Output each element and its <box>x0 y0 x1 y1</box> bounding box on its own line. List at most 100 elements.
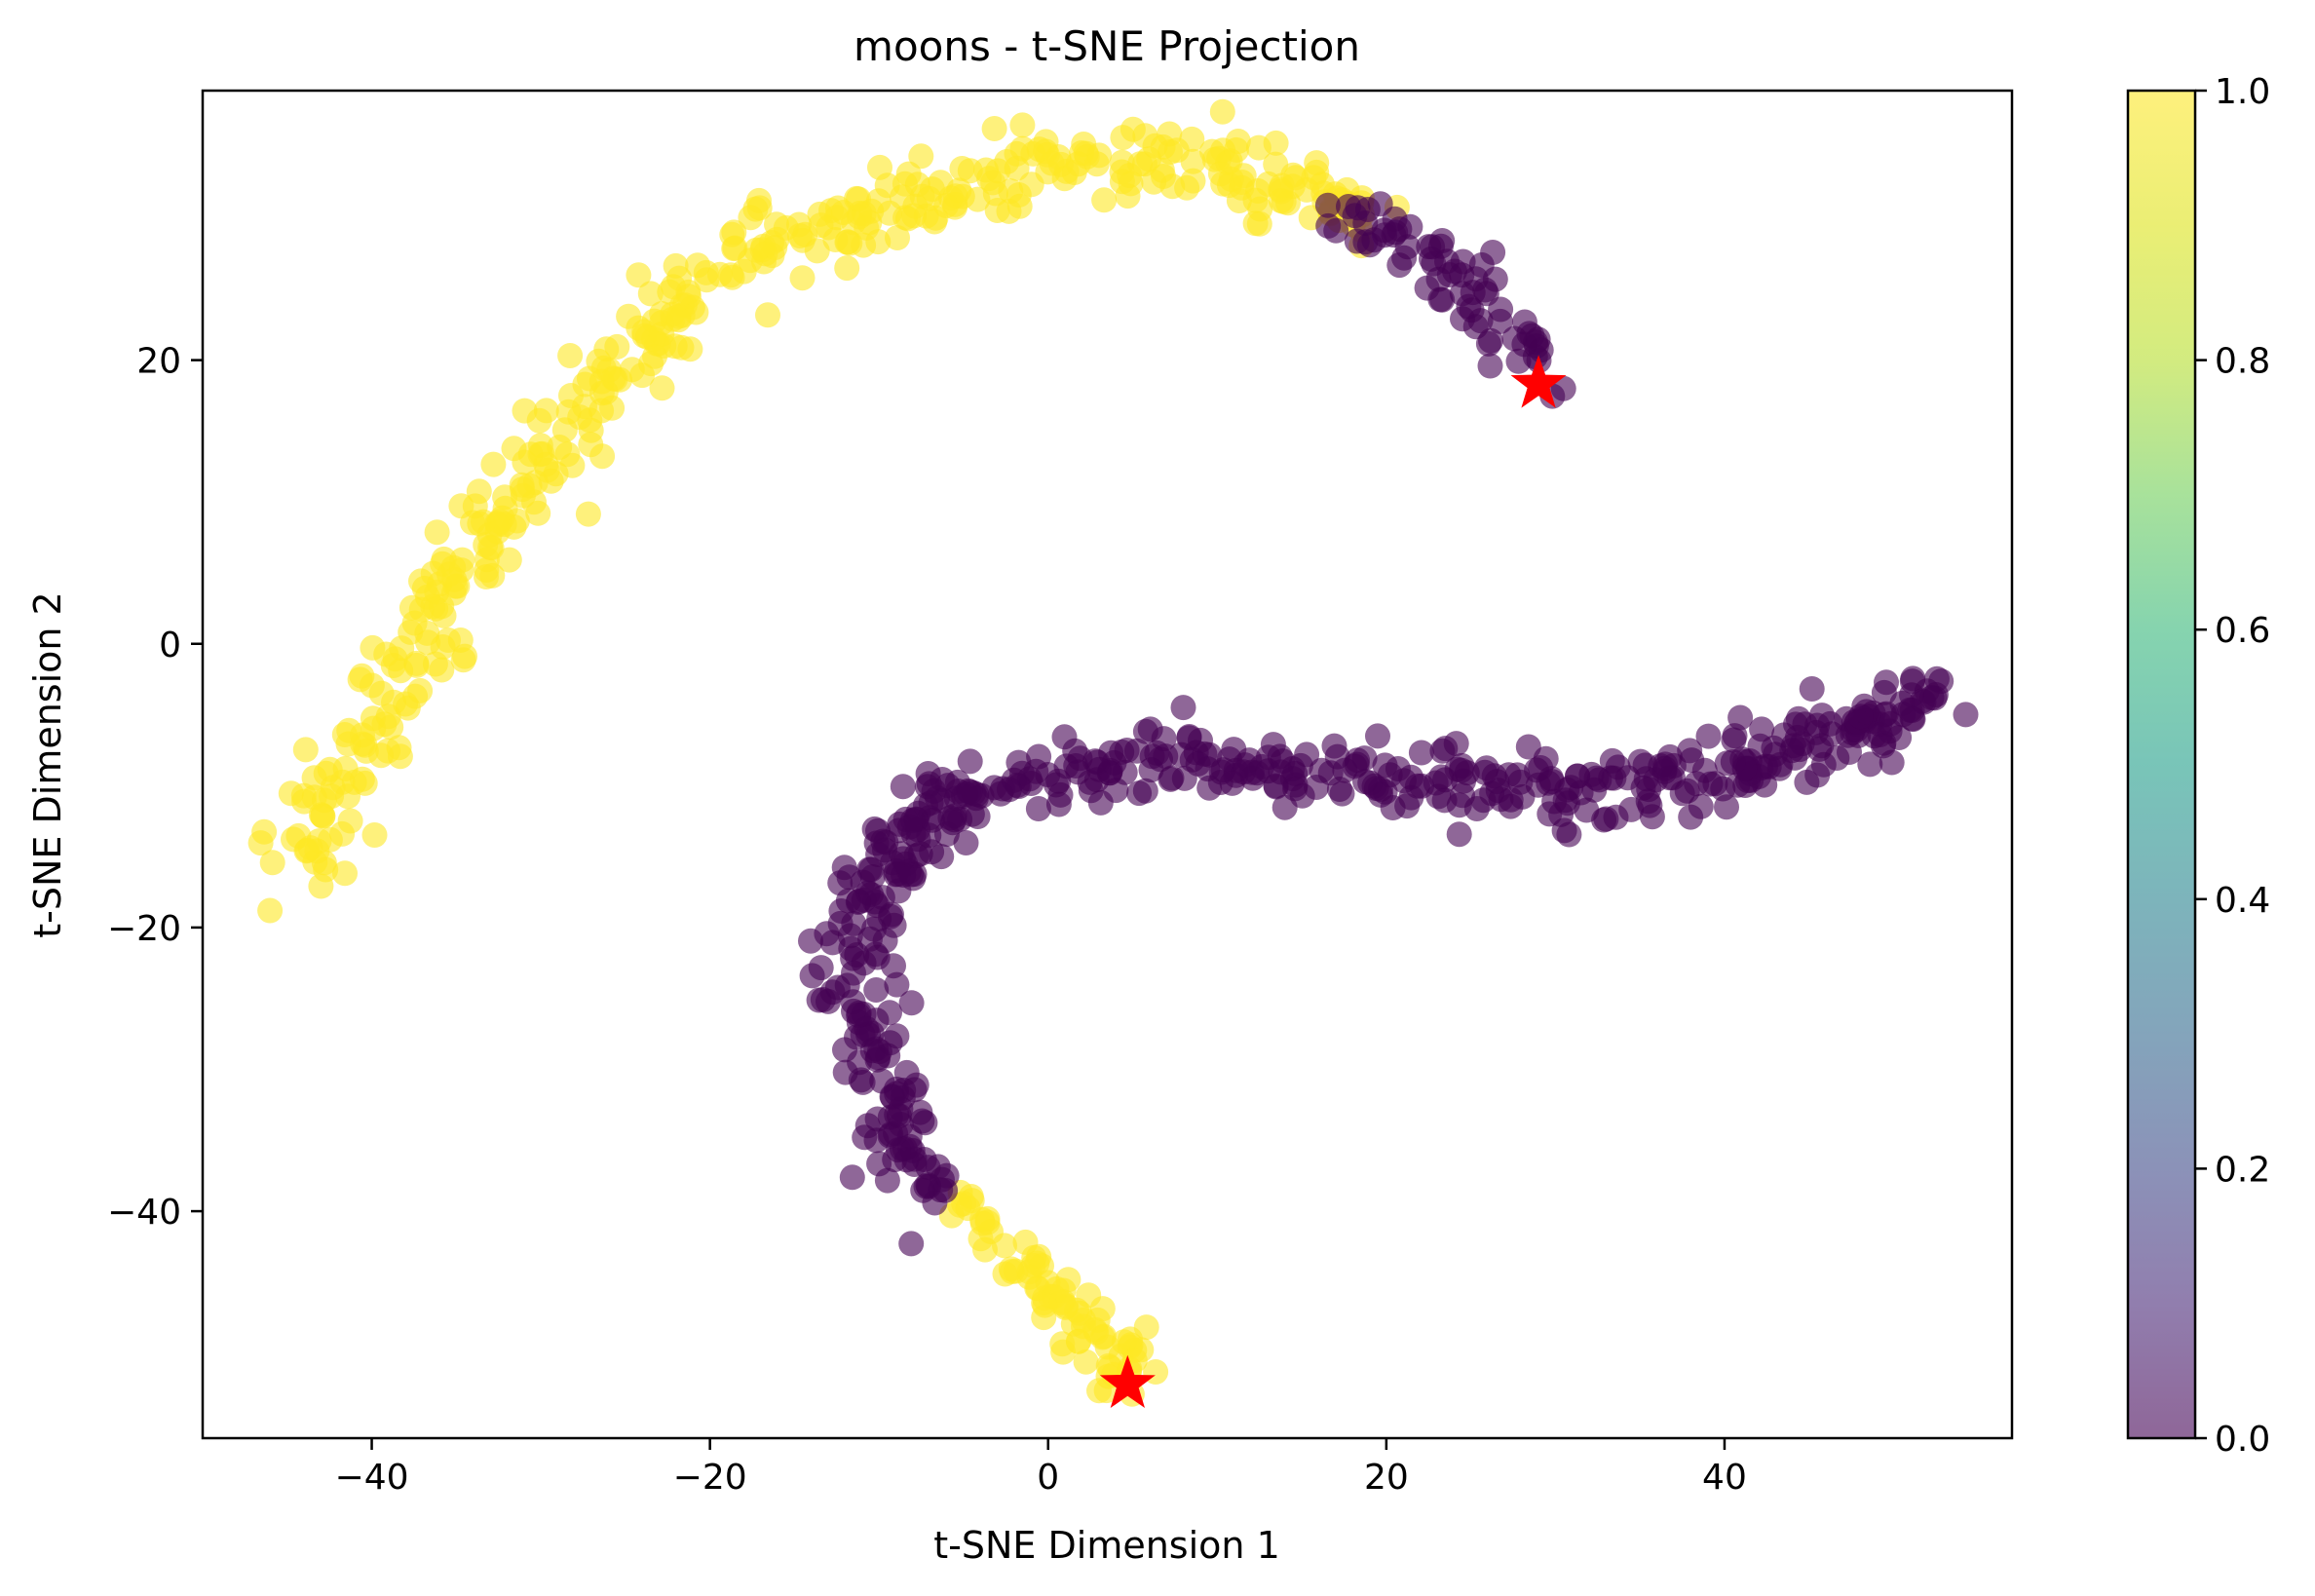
scatter-point <box>559 452 586 478</box>
scatter-point <box>746 187 772 213</box>
scatter-point <box>965 804 991 829</box>
scatter-point <box>663 252 689 279</box>
chart-title: moons - t-SNE Projection <box>854 22 1360 70</box>
star-marker <box>1099 1354 1156 1408</box>
scatter-point <box>1771 722 1798 748</box>
scatter-point <box>1142 133 1168 159</box>
scatter-point <box>512 449 538 475</box>
colorbar-tick-label: 0.2 <box>2215 1150 2270 1190</box>
scatter-point <box>937 805 964 831</box>
scatter-point <box>1067 1300 1093 1326</box>
scatter-point <box>1720 749 1746 775</box>
scatter-point <box>992 1261 1018 1287</box>
scatter-point <box>804 238 830 264</box>
scatter-point <box>332 860 358 887</box>
scatter-point <box>1149 157 1175 183</box>
scatter-point <box>928 170 954 196</box>
x-axis-ticks: −40 −20 0 20 40 <box>335 1438 1747 1498</box>
x-tick-label: 40 <box>1702 1458 1747 1498</box>
colorbar-tick-label: 0.8 <box>2215 342 2270 382</box>
scatter-point <box>1218 166 1244 192</box>
scatter-point <box>1109 169 1135 195</box>
scatter-point <box>1383 219 1409 246</box>
scatter-point <box>1899 668 1925 695</box>
scatter-point <box>879 901 904 928</box>
scatter-point <box>915 761 941 786</box>
y-axis-label: t-SNE Dimension 2 <box>26 591 69 938</box>
scatter-point <box>1247 196 1273 222</box>
scatter-point <box>1170 695 1196 721</box>
scatter-point <box>1055 1267 1082 1293</box>
scatter-point <box>1047 781 1074 808</box>
scatter-point <box>888 1112 914 1138</box>
scatter-point <box>846 1002 872 1028</box>
scatter-point <box>557 343 584 368</box>
scatter-point <box>896 814 923 840</box>
scatter-point <box>1082 748 1108 775</box>
scatter-point <box>996 198 1022 224</box>
scatter-points <box>247 98 1979 1407</box>
scatter-point <box>637 281 664 307</box>
scatter-point <box>1847 703 1874 730</box>
scatter-point <box>1368 781 1394 808</box>
scatter-point <box>1174 174 1200 201</box>
scatter-point <box>1538 766 1565 792</box>
scatter-point <box>1120 116 1146 142</box>
scatter-point <box>1558 775 1584 801</box>
scatter-point <box>863 1127 890 1154</box>
scatter-point <box>347 666 373 693</box>
scatter-point <box>863 977 890 1003</box>
scatter-point <box>1263 151 1289 177</box>
scatter-point <box>1695 723 1722 749</box>
scatter-point <box>789 265 816 291</box>
scatter-point <box>957 779 983 805</box>
scatter-point <box>516 473 543 499</box>
scatter-point <box>981 116 1007 141</box>
scatter-point <box>1282 760 1309 786</box>
scatter-point <box>828 898 854 924</box>
scatter-point <box>1806 736 1833 762</box>
scatter-point <box>1004 155 1030 181</box>
scatter-point <box>1083 151 1110 177</box>
scatter-point <box>898 990 925 1016</box>
scatter-point <box>427 571 452 597</box>
scatter-point <box>1158 765 1185 791</box>
scatter-point <box>1427 286 1454 313</box>
scatter-point <box>257 897 284 924</box>
scatter-point <box>1574 797 1600 823</box>
scatter-point <box>292 737 319 763</box>
scatter-point <box>949 156 975 181</box>
scatter-point <box>1351 745 1378 772</box>
scatter-point <box>1091 187 1118 213</box>
scatter-point <box>1420 234 1446 260</box>
scatter-point <box>988 780 1013 807</box>
colorbar-frame <box>2126 89 2197 1440</box>
scatter-point <box>1721 727 1747 753</box>
scatter-point <box>1511 331 1537 358</box>
scatter-point <box>1425 783 1452 810</box>
scatter-point <box>755 302 780 328</box>
scatter-point <box>1727 704 1754 731</box>
scatter-point <box>387 743 413 770</box>
scatter-point <box>301 784 327 811</box>
scatter-point <box>1460 280 1486 306</box>
scatter-point <box>352 770 378 796</box>
scatter-point <box>870 828 896 855</box>
scatter-point <box>489 505 515 531</box>
colorbar-tick-label: 0.6 <box>2215 611 2270 651</box>
scatter-point <box>738 247 763 274</box>
scatter-point <box>480 451 507 477</box>
scatter-point <box>360 634 386 661</box>
scatter-point <box>301 765 327 791</box>
scatter-point <box>368 742 395 769</box>
scatter-point <box>880 1084 906 1111</box>
scatter-point <box>929 844 955 870</box>
scatter-point <box>649 375 675 401</box>
scatter-point <box>526 407 552 434</box>
scatter-point <box>874 172 900 199</box>
scatter-point <box>1463 796 1490 821</box>
scatter-point <box>1749 716 1775 742</box>
scatter-point <box>806 987 832 1013</box>
scatter-point <box>1091 1323 1117 1349</box>
